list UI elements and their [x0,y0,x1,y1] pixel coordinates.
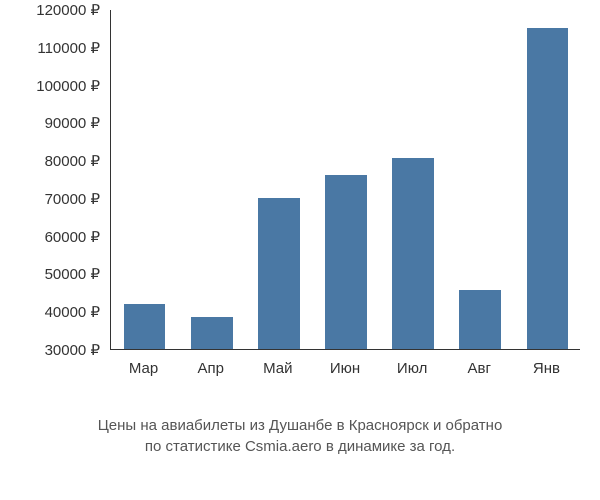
y-tick-label: 120000 ₽ [10,1,100,19]
caption-line-2: по статистике Csmia.aero в динамике за г… [0,436,600,457]
y-axis: 30000 ₽40000 ₽50000 ₽60000 ₽70000 ₽80000… [10,10,100,350]
y-tick-label: 100000 ₽ [10,77,100,95]
x-tick-label: Июл [397,360,427,377]
plot-area [110,10,580,350]
y-tick-label: 80000 ₽ [10,152,100,170]
y-tick-label: 30000 ₽ [10,341,100,359]
bar [459,290,501,349]
bar [527,28,569,349]
x-tick-label: Апр [197,360,223,377]
y-tick-label: 110000 ₽ [10,39,100,57]
bar [258,198,300,349]
y-tick-label: 50000 ₽ [10,265,100,283]
y-tick-label: 60000 ₽ [10,228,100,246]
x-tick-label: Май [263,360,292,377]
bar [325,175,367,349]
y-tick-label: 70000 ₽ [10,190,100,208]
x-tick-label: Авг [468,360,491,377]
y-tick-label: 90000 ₽ [10,114,100,132]
bar [392,158,434,349]
bar [191,317,233,349]
price-chart: 30000 ₽ 40000 ₽ 50000 ₽ 60000 ₽ 70000 ₽ 80000… [10,10,590,390]
x-tick-label: Мар [129,360,158,377]
y-tick-label: 40000 ₽ [10,303,100,321]
bar [124,304,166,349]
x-tick-label: Июн [330,360,360,377]
caption-line-1: Цены на авиабилеты из Душанбе в Краснояр… [0,415,600,436]
x-axis: Мар Апр Май Июн Июл Авг Янв [110,355,580,385]
x-tick-label: Янв [533,360,560,377]
